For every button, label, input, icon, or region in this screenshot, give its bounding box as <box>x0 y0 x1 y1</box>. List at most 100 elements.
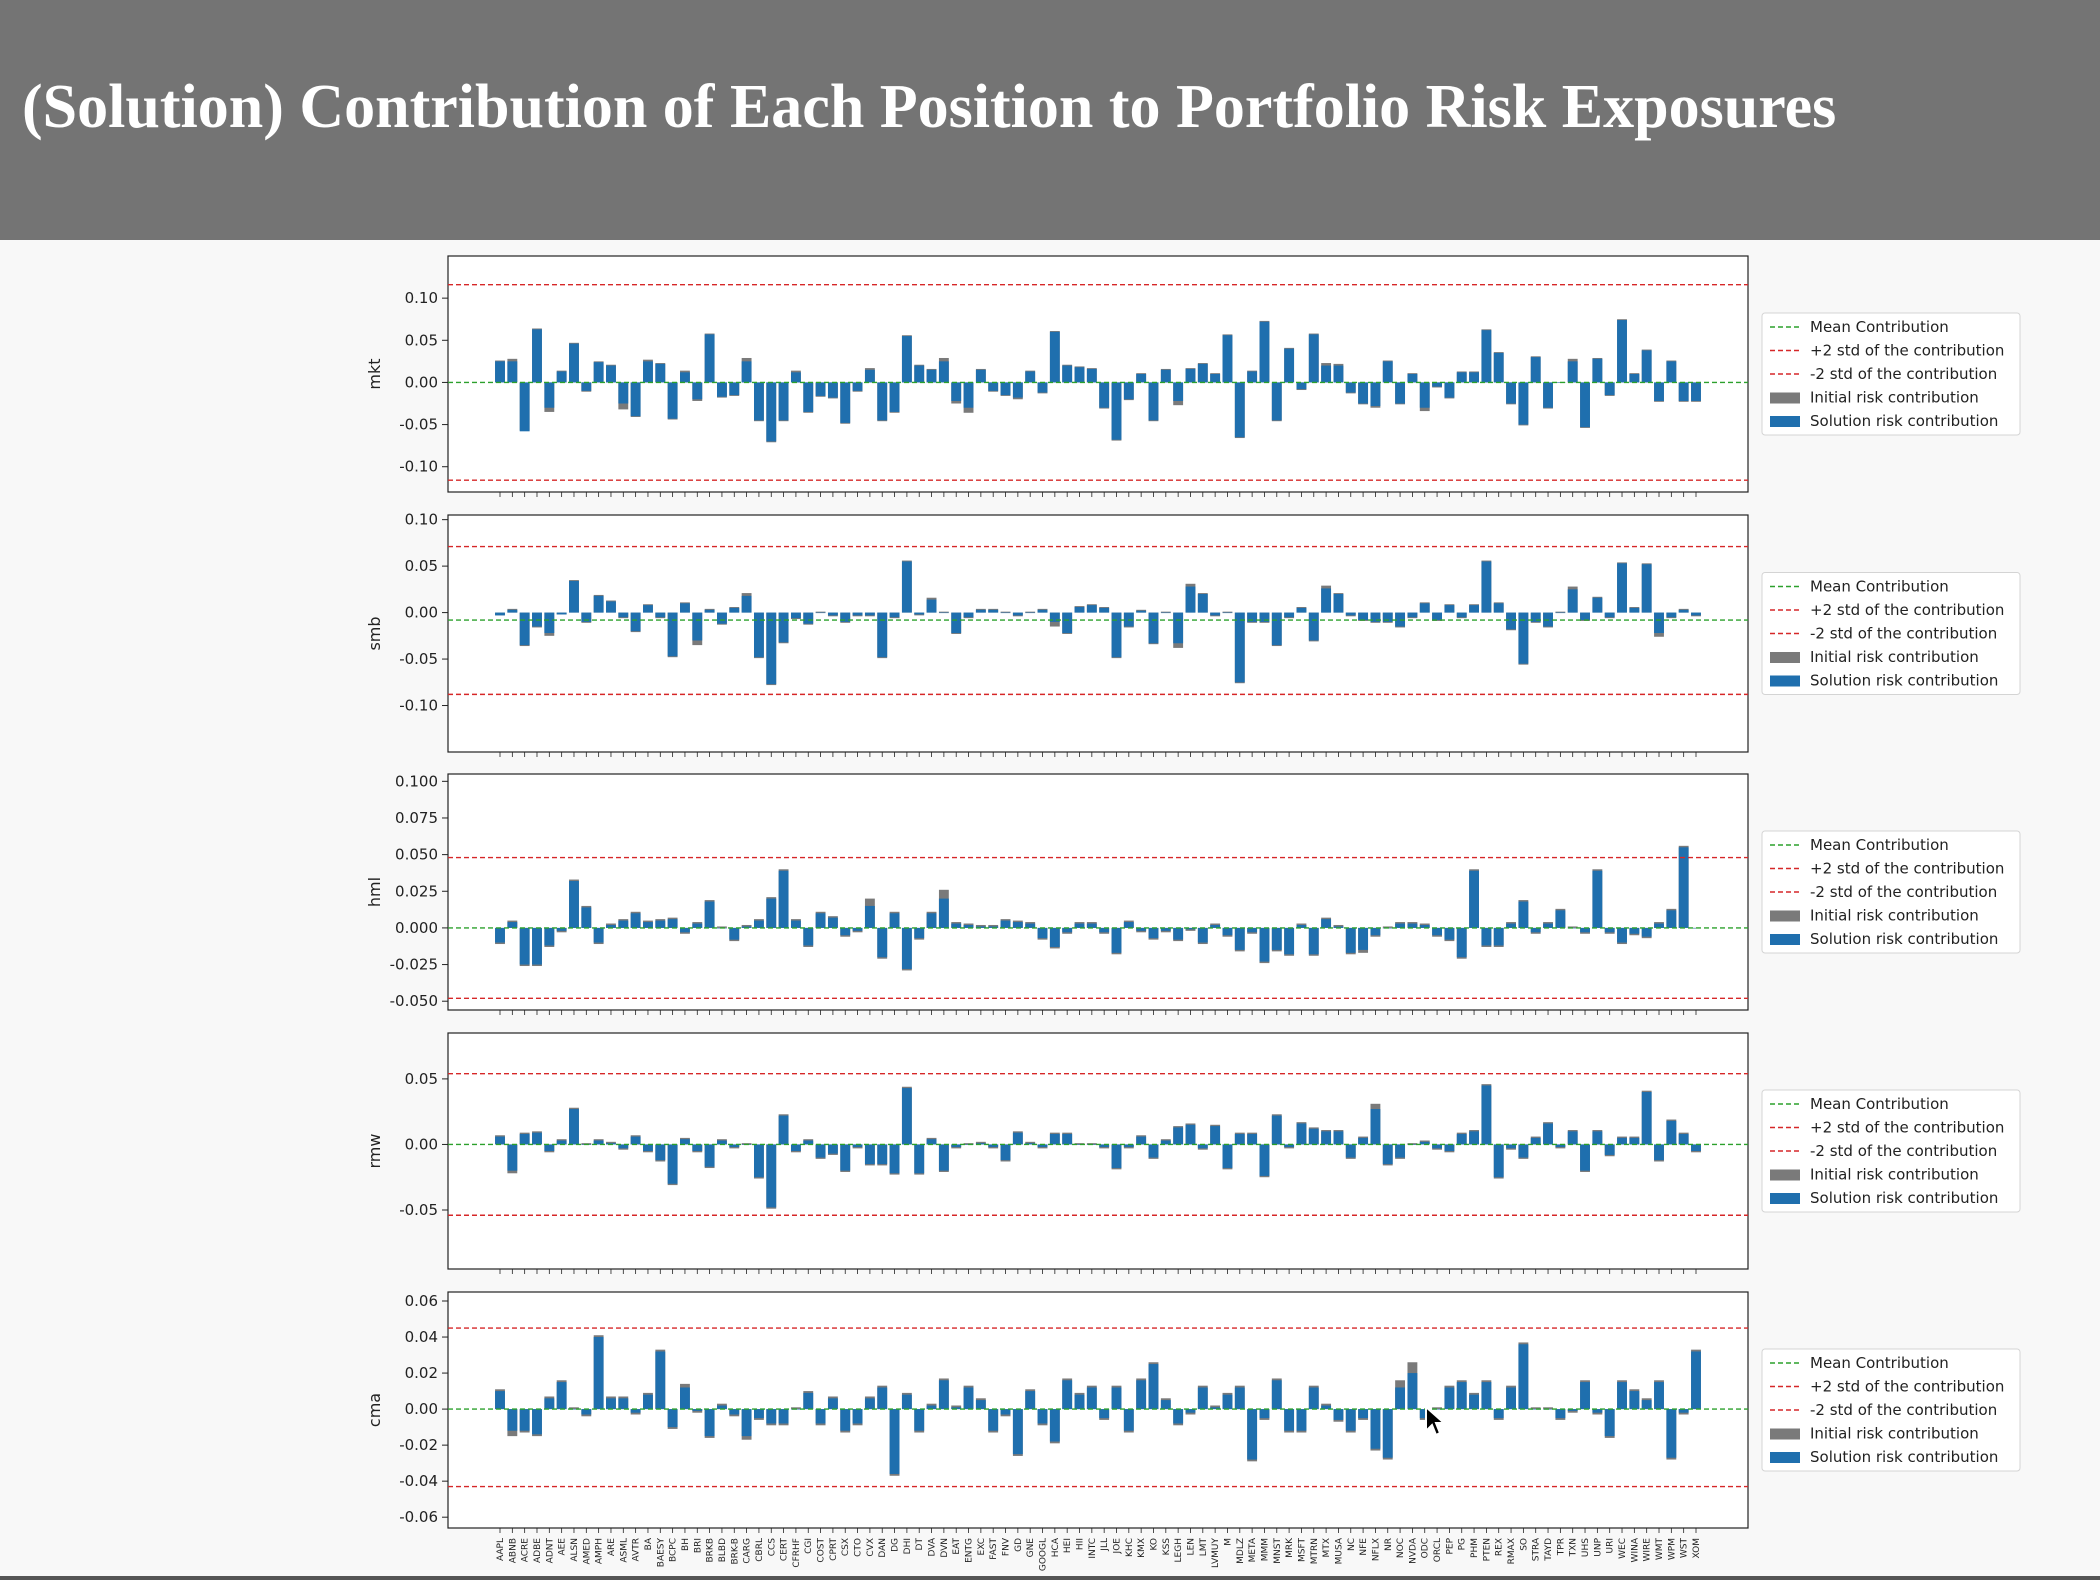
solution-bar <box>1222 927 1233 936</box>
x-tick-label: AAPL <box>496 1538 506 1561</box>
solution-bar <box>1358 382 1369 404</box>
solution-bar <box>1074 923 1085 928</box>
solution-bar <box>556 927 567 931</box>
initial-bar <box>938 611 949 613</box>
solution-bar <box>1136 1380 1147 1410</box>
solution-bar <box>790 920 801 928</box>
solution-bar <box>1086 368 1097 383</box>
solution-bar <box>1469 1131 1479 1145</box>
solution-bar <box>938 898 949 928</box>
solution-bar <box>495 927 505 943</box>
solution-bar <box>1333 1409 1344 1420</box>
initial-bar <box>1185 927 1196 931</box>
solution-bar <box>1025 1143 1036 1145</box>
x-tick-label: AVTR <box>632 1538 642 1562</box>
solution-bar <box>593 1337 604 1410</box>
solution-bar <box>938 1144 949 1171</box>
solution-bar <box>901 1088 912 1145</box>
legend-label: Mean Contribution <box>1810 578 1949 596</box>
solution-bar <box>852 927 863 931</box>
solution-bar <box>1296 1123 1307 1145</box>
x-tick-label: WEC <box>1618 1538 1628 1559</box>
solution-bar <box>1407 923 1418 928</box>
solution-bar <box>532 927 542 965</box>
solution-bar <box>1099 1144 1110 1148</box>
solution-bar <box>1654 1144 1664 1161</box>
solution-bar <box>766 1144 777 1208</box>
x-tick-label: HII <box>1076 1538 1086 1550</box>
bottom-border <box>0 1576 2100 1580</box>
solution-bar <box>753 382 764 421</box>
solution-bar <box>889 1144 900 1174</box>
solution-bar <box>630 913 641 928</box>
solution-bar <box>667 1144 678 1184</box>
legend-bar-swatch <box>1770 416 1800 427</box>
initial-bar <box>1160 611 1171 613</box>
solution-bar <box>1654 1382 1664 1410</box>
y-tick-label: 0.00 <box>405 1400 438 1418</box>
x-tick-label: CERT <box>780 1538 790 1562</box>
solution-bar <box>1049 927 1060 947</box>
solution-bar <box>581 1409 592 1415</box>
x-tick-label: META <box>1248 1537 1258 1562</box>
solution-bar <box>495 361 505 383</box>
x-tick-label: TXN <box>1569 1538 1579 1557</box>
x-tick-label: BCPC <box>669 1538 679 1562</box>
x-tick-label: GNE <box>1026 1538 1036 1558</box>
solution-bar <box>889 382 900 412</box>
solution-bar <box>1296 607 1307 613</box>
solution-bar <box>1629 1137 1640 1145</box>
x-tick-label: UHS <box>1581 1538 1591 1557</box>
solution-bar <box>963 924 974 928</box>
x-tick-label: ABNB <box>508 1538 518 1563</box>
solution-bar <box>1456 927 1467 958</box>
x-tick-label: KMX <box>1137 1538 1147 1558</box>
legend-box <box>1761 830 2021 954</box>
x-tick-label: FAST <box>989 1537 999 1559</box>
solution-bar <box>1444 1144 1455 1151</box>
solution-bar <box>1111 382 1122 440</box>
y-tick-label: -0.050 <box>390 992 438 1010</box>
solution-bar <box>1284 927 1295 955</box>
solution-bar <box>951 1407 962 1410</box>
legend-bar-swatch <box>1770 392 1800 404</box>
legend-label: Mean Contribution <box>1810 1354 1949 1372</box>
solution-bar <box>717 1405 727 1410</box>
solution-bar <box>1271 927 1282 950</box>
legend-bar-swatch <box>1770 1452 1800 1463</box>
initial-bar <box>1555 611 1566 613</box>
solution-bar <box>1691 1351 1701 1410</box>
solution-bar <box>827 1144 838 1154</box>
x-tick-label: EXC <box>977 1538 987 1555</box>
solution-bar <box>1580 612 1590 621</box>
solution-bar <box>1506 1144 1516 1149</box>
solution-bar <box>1518 1144 1529 1158</box>
solution-bar <box>840 382 851 423</box>
solution-bar <box>1666 361 1677 383</box>
solution-bar <box>569 881 579 928</box>
solution-bar <box>1580 1382 1590 1410</box>
solution-bar <box>1567 1131 1578 1145</box>
solution-bar <box>1592 358 1603 383</box>
solution-bar <box>803 612 814 624</box>
x-tick-label: PEP <box>1445 1537 1455 1554</box>
solution-bar <box>1234 927 1245 950</box>
solution-bar <box>1247 1409 1258 1460</box>
solution-bar <box>1185 1409 1196 1413</box>
solution-bar <box>1074 367 1085 383</box>
y-tick-label: 0.10 <box>405 511 438 529</box>
solution-bar <box>1555 910 1566 928</box>
solution-bar <box>1025 612 1036 614</box>
solution-bar <box>532 329 542 383</box>
x-tick-label: AEE <box>558 1538 568 1556</box>
solution-bar <box>655 1351 666 1410</box>
chart-area: 0.10 0.05 0.00 -0.05 -0.10 mkt Mean Contributi… <box>0 240 2100 1580</box>
solution-bar <box>1296 1409 1307 1431</box>
initial-bar <box>1222 611 1233 613</box>
solution-bar <box>1641 927 1652 937</box>
solution-bar <box>1469 1394 1479 1410</box>
solution-bar <box>1592 870 1603 928</box>
solution-bar <box>1123 1144 1134 1148</box>
solution-bar <box>1654 382 1664 401</box>
x-tick-label: DG <box>891 1538 901 1552</box>
